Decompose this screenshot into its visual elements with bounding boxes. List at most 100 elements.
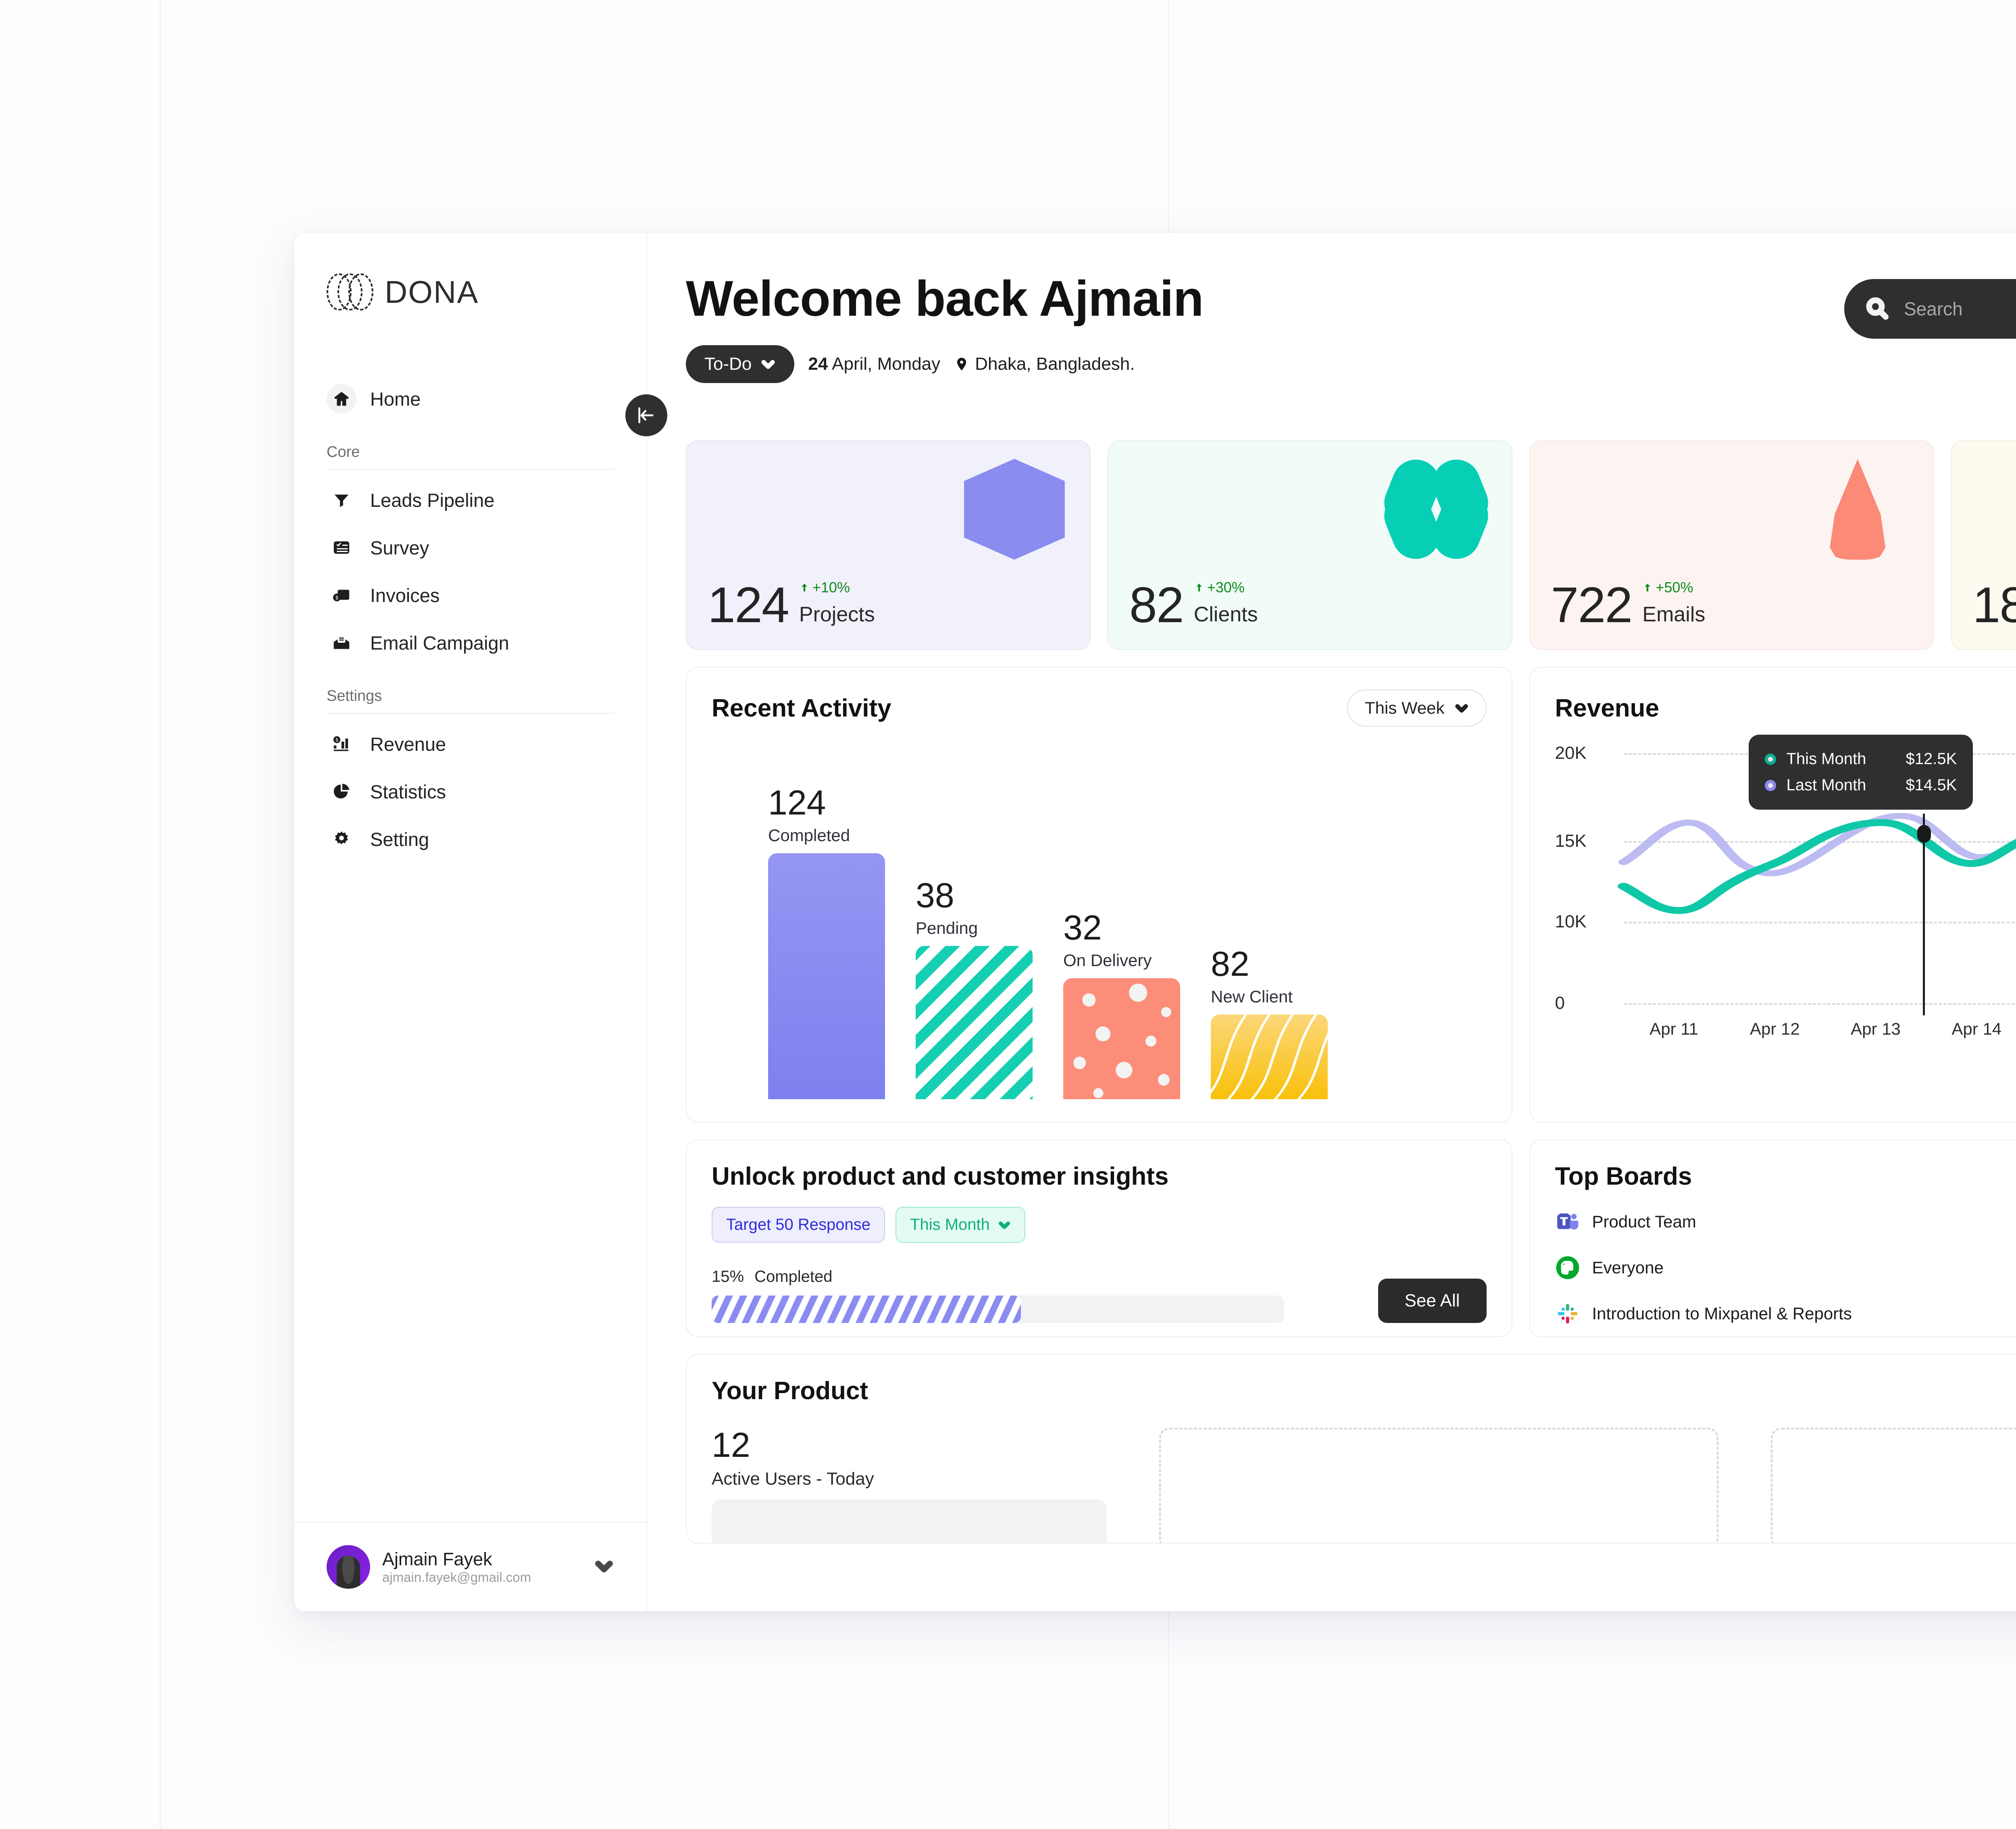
chevron-down-icon[interactable] (594, 1556, 614, 1578)
chevron-down-icon (761, 360, 775, 369)
svg-text:$: $ (335, 738, 338, 743)
sidebar-item-survey[interactable]: Survey (327, 524, 614, 571)
search-bar[interactable] (1844, 279, 2016, 339)
bar (1063, 978, 1180, 1099)
evernote-icon (1555, 1255, 1580, 1280)
sidebar-item-statistics[interactable]: Statistics (327, 768, 614, 815)
home-icon (327, 384, 356, 414)
brand[interactable]: DONA (294, 233, 646, 310)
bar-label: Completed (768, 826, 850, 845)
open-envelope-icon (327, 628, 356, 658)
stat-card-leads[interactable]: 185 +40% Leads (1951, 440, 2016, 650)
teams-icon (1555, 1209, 1580, 1234)
y-axis-tick: 10K (1555, 912, 1587, 931)
sidebar-item-leads-pipeline[interactable]: Leads Pipeline (327, 476, 614, 524)
progress-track (712, 1296, 1284, 1323)
see-all-button[interactable]: See All (1378, 1279, 1487, 1323)
revenue-tooltip: This Month $12.5K Last Month $14.5K (1748, 735, 1973, 810)
hexagon-shape-icon (964, 459, 1065, 560)
sidebar-group-title: Settings (327, 687, 614, 714)
main-content: Welcome back Ajmain To-Do 24 April, Mond… (647, 233, 2016, 1611)
your-product-panel: Your Product 12 Active Users - Today (686, 1354, 2016, 1544)
stat-value: 82 (1129, 577, 1184, 633)
board-item-everyone[interactable]: Everyone 12 (1555, 1253, 2016, 1283)
activity-range-dropdown[interactable]: This Week (1347, 690, 1487, 727)
insights-panel: Unlock product and customer insights Tar… (686, 1139, 1512, 1337)
meta-row: To-Do 24 April, Monday Dhaka, Bangladesh… (686, 345, 1203, 383)
sidebar-item-home[interactable]: Home (327, 375, 614, 423)
arrow-up-icon (1645, 583, 1650, 592)
stat-delta: +50% (1642, 579, 1705, 596)
sidebar-group-settings: Settings $ Revenue Statistics (327, 687, 614, 863)
x-axis-tick: Apr 13 (1851, 1019, 1901, 1038)
stat-label: Clients (1193, 603, 1258, 626)
gridline (1623, 922, 2016, 923)
sidebar-item-email-campaign[interactable]: Email Campaign (327, 619, 614, 667)
chip-this-month[interactable]: This Month (896, 1207, 1025, 1243)
date-rest: April, Monday (832, 354, 941, 374)
product-placeholder-slot[interactable] (1770, 1428, 2016, 1543)
revenue-panel: Revenue This Week 20K 15K 10K 0 (1529, 667, 2016, 1123)
series-this-month-line (1617, 819, 2016, 914)
y-axis-tick: 15K (1555, 831, 1587, 851)
map-pin-icon (957, 358, 966, 371)
profile-email: ajmain.fayek@gmail.com (382, 1570, 531, 1585)
board-item-mixpanel-intro[interactable]: Introduction to Mixpanel & Reports 24 (1555, 1299, 2016, 1329)
sidebar-item-label: Home (370, 388, 421, 410)
product-placeholder-slot[interactable] (1159, 1428, 1718, 1543)
dona-rings-logo-icon (327, 273, 374, 310)
panel-title: Unlock product and customer insights (712, 1162, 1169, 1190)
bar (768, 853, 885, 1099)
sidebar-item-revenue[interactable]: $ Revenue (327, 720, 614, 768)
progress-percent: 15% (712, 1268, 744, 1285)
panel-title: Your Product (712, 1377, 868, 1405)
board-item-product-team[interactable]: Product Team 5 (1555, 1207, 2016, 1237)
drop-shape-icon (1807, 459, 1908, 560)
stat-card-emails[interactable]: 722 +50% Emails (1529, 440, 1934, 650)
stat-card-clients[interactable]: 82 +30% Clients (1107, 440, 1512, 650)
collapse-left-icon (638, 407, 654, 423)
arrow-up-icon (802, 583, 807, 592)
bar (1211, 1014, 1328, 1099)
stat-card-projects[interactable]: 124 +10% Projects (686, 440, 1091, 650)
board-name: Introduction to Mixpanel & Reports (1592, 1304, 1852, 1323)
bar-label: On Delivery (1063, 951, 1152, 970)
sidebar-item-label: Revenue (370, 733, 446, 755)
todo-label: To-Do (704, 354, 752, 374)
sidebar-item-setting[interactable]: Setting (327, 815, 614, 863)
bar-group-completed[interactable]: 124 Completed (768, 744, 885, 1099)
brand-name: DONA (385, 274, 479, 310)
page-title: Welcome back Ajmain (686, 271, 1204, 327)
activity-bar-chart: 124 Completed 38 Pending 32 On Delivery (712, 744, 1487, 1099)
sidebar-item-invoices[interactable]: $ Invoices (327, 571, 614, 619)
slack-icon (1555, 1301, 1580, 1326)
stat-value: 722 (1551, 577, 1633, 633)
sidebar-collapse-button[interactable] (625, 394, 667, 436)
active-users-label: Active Users - Today (712, 1469, 874, 1489)
sidebar-nav: Home Core Leads Pipeline Survey (294, 375, 646, 1522)
todo-dropdown[interactable]: To-Do (686, 345, 795, 383)
search-input[interactable] (1904, 298, 2016, 320)
active-users-value: 12 (712, 1426, 750, 1464)
bar (916, 946, 1033, 1099)
bar-group-on-delivery[interactable]: 32 On Delivery (1063, 744, 1180, 1099)
top-right-actions (1844, 270, 2016, 339)
bar-group-new-client[interactable]: 82 New Client (1211, 744, 1328, 1099)
bar-group-pending[interactable]: 38 Pending (916, 744, 1033, 1099)
chevron-down-icon (998, 1221, 1010, 1229)
arrow-up-icon (1196, 583, 1202, 592)
stat-delta: +30% (1194, 579, 1258, 596)
legend-dot (1764, 779, 1776, 791)
stat-label: Projects (799, 603, 875, 626)
stat-value: 185 (1972, 577, 2016, 633)
chip-target-response[interactable]: Target 50 Response (712, 1207, 885, 1243)
search-icon (1865, 296, 1889, 322)
user-profile[interactable]: Ajmain Fayek ajmain.fayek@gmail.com (294, 1522, 646, 1611)
chevron-down-icon (1455, 704, 1468, 713)
checklist-icon (327, 533, 356, 562)
dashboard-window: DONA Home Core (294, 233, 2016, 1611)
x-axis-tick: Apr 11 (1649, 1019, 1698, 1038)
recent-activity-panel: Recent Activity This Week 124 Completed (686, 667, 1512, 1123)
sidebar-group-title: Core (327, 444, 614, 470)
sidebar-item-label: Setting (370, 828, 429, 850)
